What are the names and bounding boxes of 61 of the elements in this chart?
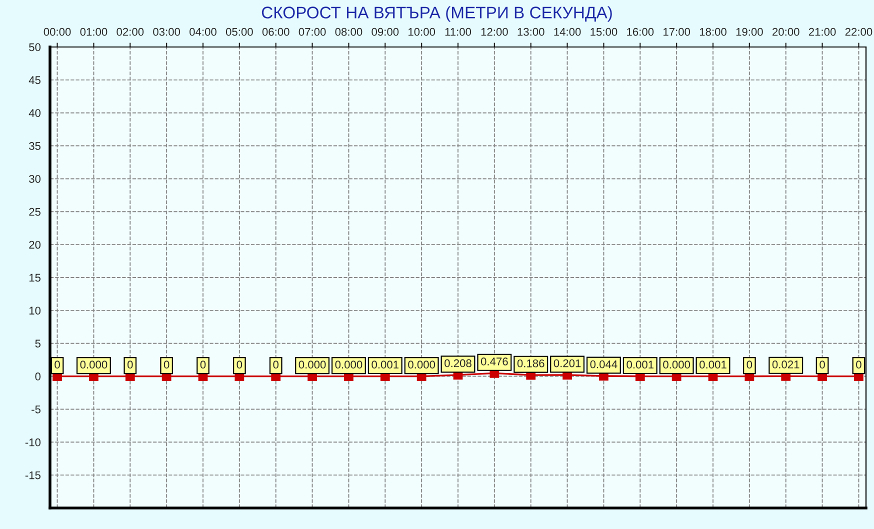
y-tick-label: 15	[29, 274, 41, 282]
x-tick-label: 10:00	[408, 28, 436, 36]
x-tick-label: 03:00	[153, 28, 180, 36]
data-label: 0.001	[626, 360, 654, 369]
data-label: 0	[54, 360, 60, 369]
y-tick-label: -15	[25, 471, 41, 480]
y-tick-label: 20	[29, 240, 41, 249]
data-label: 0	[820, 360, 825, 369]
data-label: 0.000	[663, 360, 690, 369]
y-tick-label: -5	[32, 406, 41, 414]
x-tick-label: 22:00	[845, 28, 872, 36]
x-tick-label: 20:00	[772, 28, 800, 36]
x-tick-label: 19:00	[736, 28, 763, 36]
data-label: 0.000	[408, 360, 436, 369]
y-tick-label: 5	[35, 340, 41, 348]
x-tick-label: 06:00	[262, 28, 290, 36]
y-tick-label: 30	[29, 174, 41, 183]
data-label: 0.000	[335, 360, 362, 369]
x-tick-label: 13:00	[518, 28, 544, 36]
x-tick-label: 05:00	[226, 28, 253, 36]
x-tick-label: 00:00	[44, 28, 71, 36]
y-tick-label: 35	[29, 142, 41, 150]
y-tick-label: -10	[25, 438, 41, 446]
x-tick-label: 12:00	[481, 28, 508, 36]
data-label: 0	[164, 360, 170, 369]
x-tick-label: 01:00	[80, 28, 108, 36]
x-tick-label: 08:00	[335, 28, 362, 36]
x-tick-label: 04:00	[190, 28, 216, 36]
x-tick-label: 21:00	[808, 28, 836, 36]
x-tick-label: 18:00	[700, 28, 726, 36]
data-label: 0	[856, 360, 862, 369]
chart-title: СКОРОСТ НА ВЯТЪРА (МЕТРИ В СЕКУНДА)	[262, 6, 612, 22]
data-label: 0.021	[772, 360, 800, 368]
x-tick-label: 07:00	[298, 28, 326, 36]
y-tick-label: 45	[28, 76, 41, 84]
data-label: 0.044	[590, 360, 618, 368]
data-label: 0	[127, 360, 133, 369]
x-tick-label: 09:00	[372, 28, 399, 36]
data-label: 0	[236, 360, 242, 369]
data-label: 0	[746, 360, 752, 369]
data-label: 0	[273, 360, 279, 369]
x-tick-label: 17:00	[664, 28, 690, 36]
x-tick-label: 11:00	[445, 28, 472, 36]
data-label: 0.000	[298, 360, 326, 369]
data-label: 0.000	[80, 360, 108, 369]
data-label: 0.201	[554, 359, 581, 368]
y-tick-label: 0	[35, 372, 41, 380]
y-tick-label: 50	[29, 43, 41, 52]
x-tick-label: 14:00	[554, 28, 581, 36]
data-label: 0.476	[480, 358, 508, 366]
y-tick-label: 10	[29, 306, 41, 315]
data-label: 0.001	[372, 360, 399, 369]
data-label: 0.208	[444, 359, 472, 368]
y-tick-label: 40	[28, 109, 41, 117]
x-tick-label: 15:00	[590, 28, 618, 36]
data-label: 0	[200, 360, 206, 369]
x-tick-label: 02:00	[116, 28, 144, 36]
data-label: 0.001	[700, 360, 726, 369]
y-tick-label: 25	[29, 208, 41, 216]
x-tick-label: 16:00	[627, 28, 654, 36]
data-label: 0.186	[517, 359, 544, 368]
